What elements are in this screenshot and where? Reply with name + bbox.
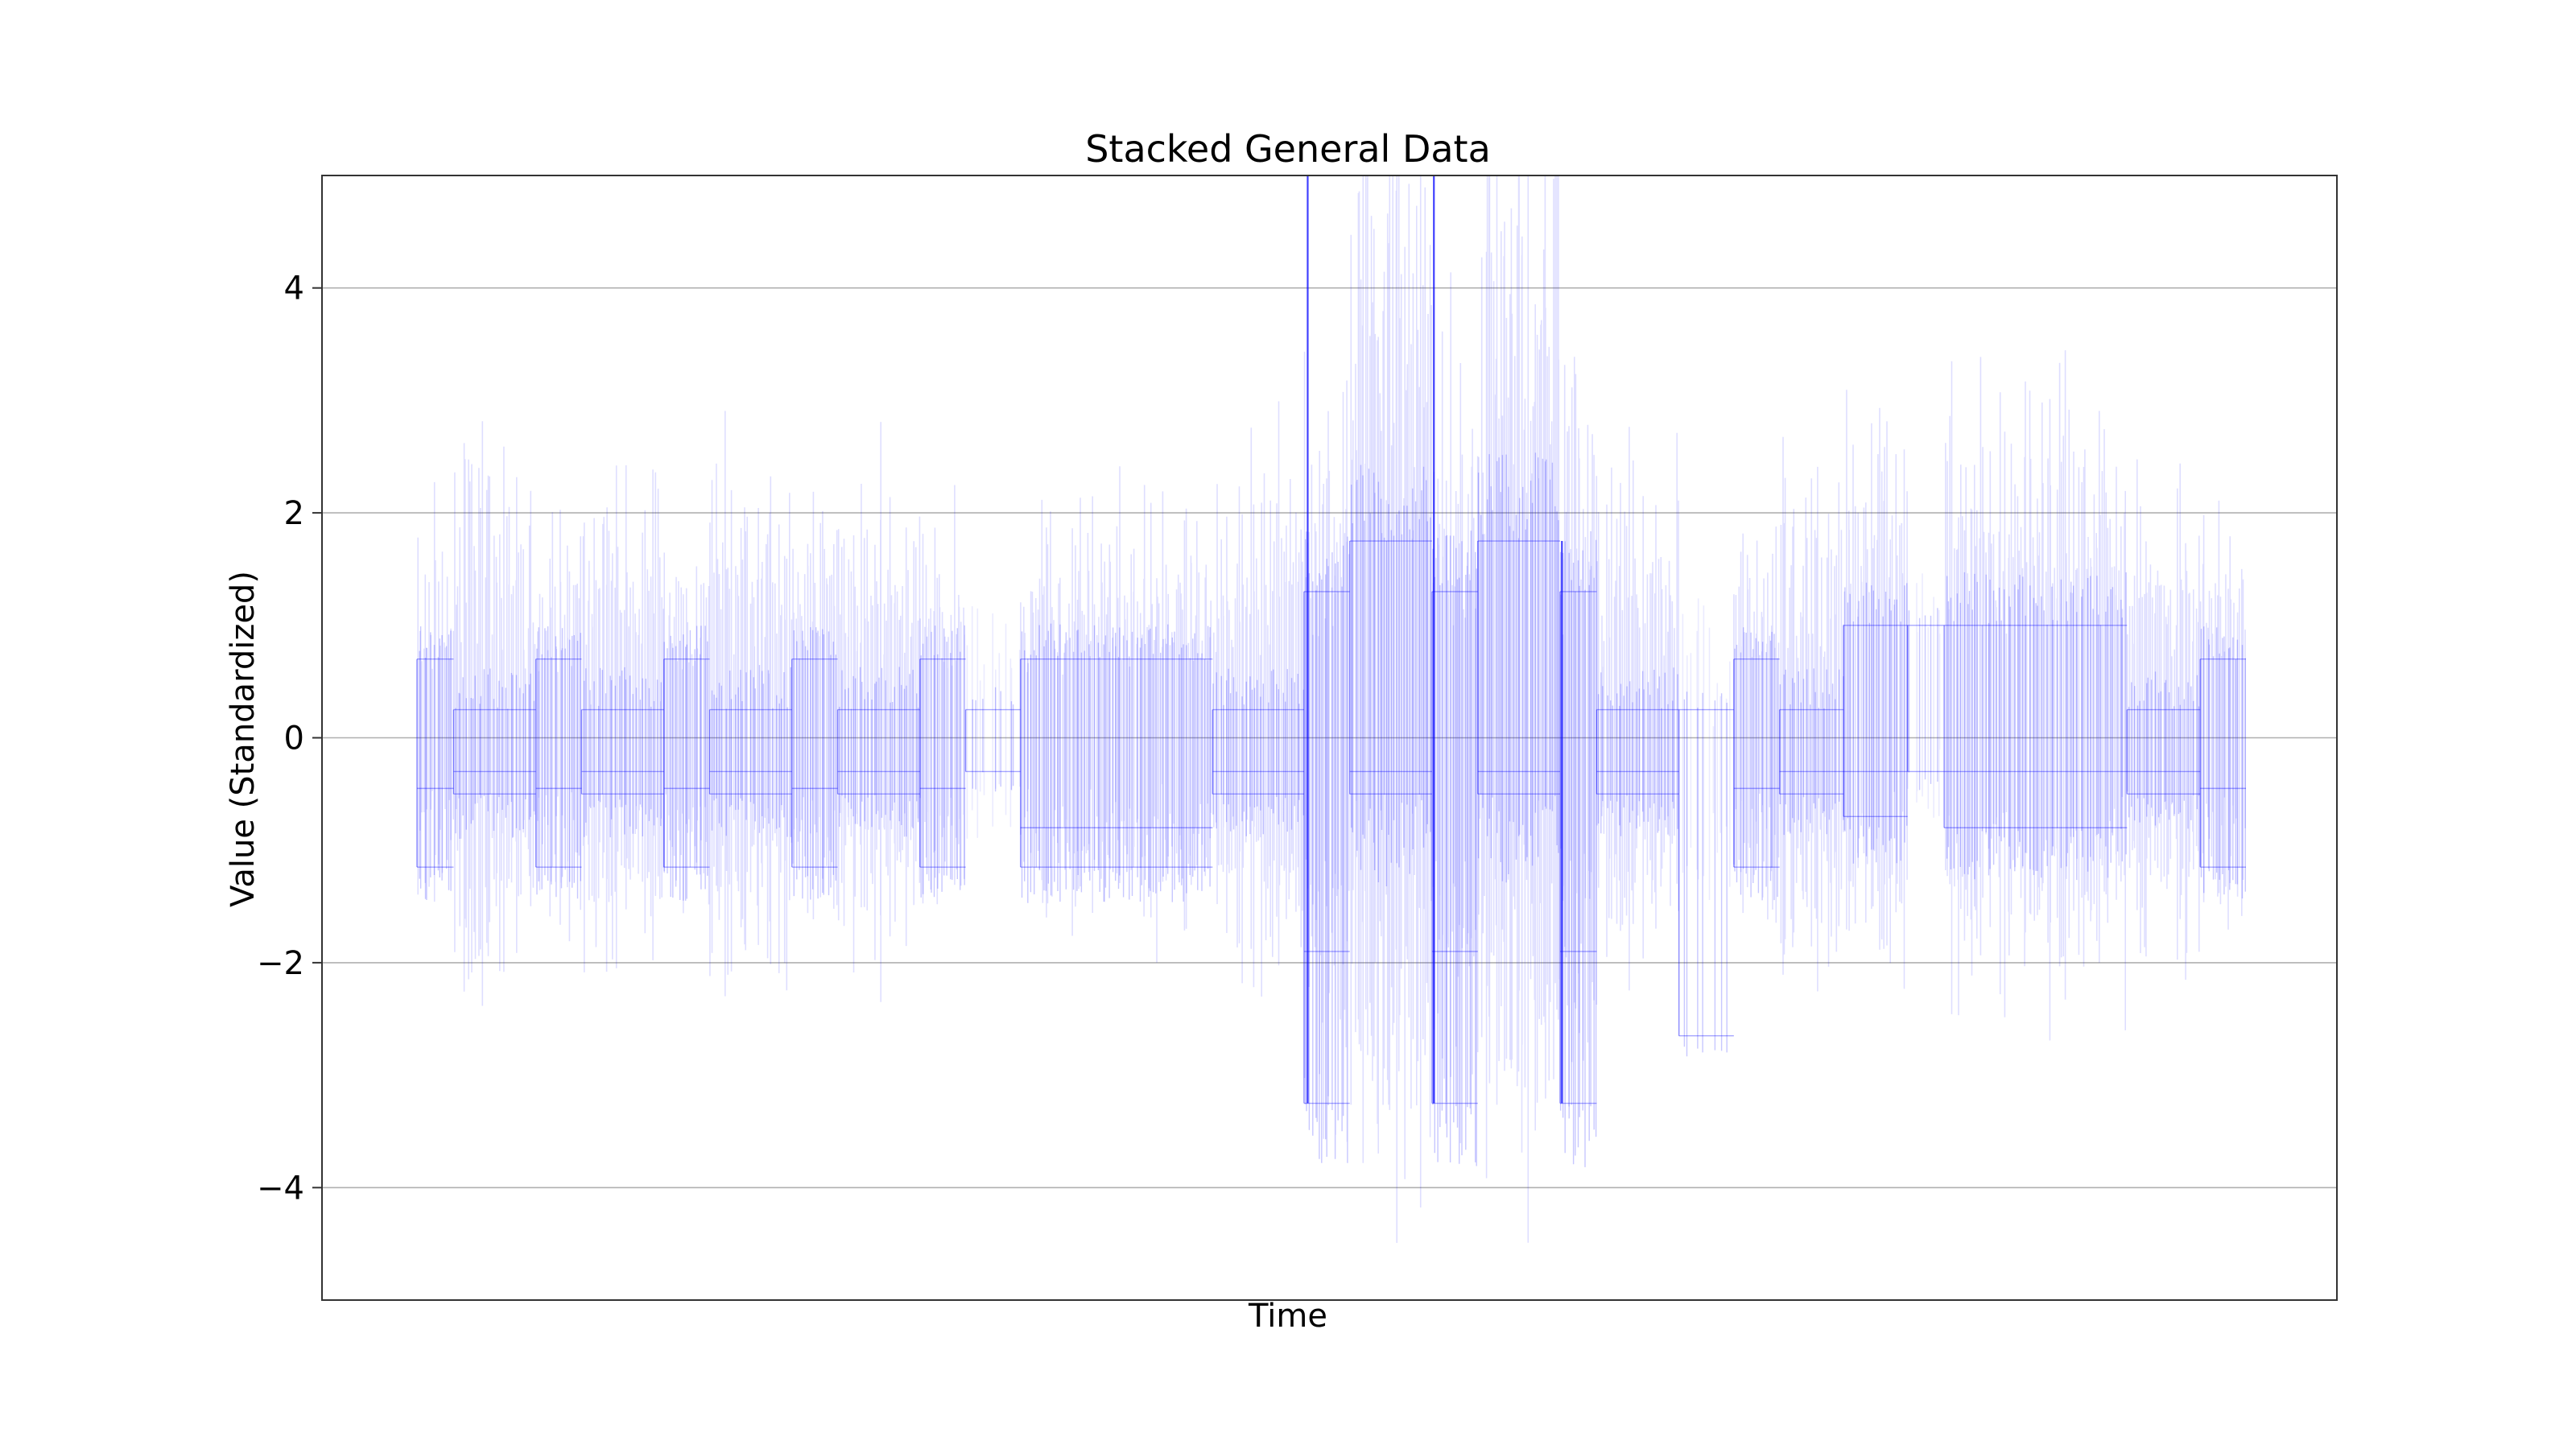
spike-layer [1307, 175, 1563, 1104]
series-segment [919, 485, 966, 905]
data-layer [416, 175, 2246, 1243]
oscillation-strokes [417, 481, 454, 902]
core-strokes [1734, 627, 1778, 901]
series-segment [1943, 350, 2128, 1041]
x-axis-label: Time [1249, 1298, 1327, 1335]
y-tick-label: 0 [284, 720, 304, 758]
core-strokes [920, 625, 965, 898]
oscillation-strokes [663, 552, 710, 914]
core-strokes [2128, 671, 2200, 829]
series-segment [1596, 427, 1679, 991]
oscillation-strokes [1780, 436, 1844, 992]
series-segment [1020, 466, 1213, 963]
oscillation-strokes [2199, 500, 2246, 930]
core-strokes [584, 667, 662, 838]
series-segment [1778, 436, 1844, 992]
series-segment [1559, 357, 1598, 1167]
y-tick-label: −4 [257, 1170, 304, 1207]
core-strokes [1351, 464, 1431, 886]
oscillation-strokes [1843, 390, 1908, 989]
series-segment [1843, 390, 1908, 989]
core-strokes [1779, 668, 1844, 836]
series-segment [663, 552, 710, 914]
core-strokes [1477, 452, 1559, 883]
core-strokes [1908, 608, 1938, 791]
core-strokes [1597, 667, 1678, 836]
core-strokes [1559, 530, 1597, 1167]
oscillation-strokes [2126, 459, 2200, 980]
core-strokes [419, 626, 452, 900]
core-strokes [839, 667, 919, 837]
oscillation-strokes [454, 421, 536, 1006]
core-strokes [1021, 623, 1211, 903]
oscillation-strokes [792, 491, 838, 919]
y-tick-label: 2 [284, 495, 304, 532]
oscillation-strokes [919, 485, 965, 905]
core-strokes [1946, 572, 2127, 881]
oscillation-strokes [1020, 466, 1212, 963]
series-segment [1733, 526, 1780, 923]
oscillation-strokes [537, 510, 581, 942]
oscillation-strokes [709, 411, 793, 997]
grid-layer [322, 287, 2337, 1189]
core-strokes [1305, 531, 1348, 1163]
core-strokes [972, 687, 1014, 792]
series-segment [1906, 573, 1945, 818]
oscillation-strokes [1213, 401, 1303, 997]
series-segment [1212, 401, 1305, 997]
oscillation-strokes [1350, 175, 1432, 1243]
oscillation-strokes [1596, 427, 1679, 991]
oscillation-strokes [1733, 526, 1780, 923]
series-segment [2126, 459, 2201, 980]
core-strokes [1212, 668, 1305, 836]
core-strokes [1844, 582, 1908, 864]
oscillation-strokes [582, 465, 664, 972]
series-segment [836, 422, 921, 1002]
series-segment [708, 411, 793, 997]
chart-title: Stacked General Data [1085, 127, 1491, 171]
core-strokes [711, 665, 791, 837]
series-segment [535, 510, 582, 942]
y-tick-label: −2 [257, 945, 304, 982]
core-strokes [455, 668, 535, 839]
oscillation-strokes [1478, 175, 1560, 1243]
core-strokes [536, 626, 581, 899]
core-strokes [663, 625, 708, 901]
series-segment [2199, 500, 2246, 930]
oscillation-strokes [837, 422, 921, 1002]
oscillation-strokes [1945, 350, 2126, 1041]
y-axis-ticks: 4 2 0 −2 −4 [257, 270, 322, 1207]
series-segment [416, 481, 454, 902]
y-axis-label: Value (Standardized) [225, 571, 262, 907]
series-segment [791, 491, 838, 919]
series-segment [1349, 175, 1432, 1243]
oscillation-strokes [1682, 598, 1731, 900]
series-segment [1477, 175, 1560, 1243]
series-segment [964, 606, 1021, 839]
oscillation-strokes [1303, 351, 1350, 1139]
core-strokes [1432, 530, 1477, 1166]
series-segment [580, 465, 664, 972]
y-tick-label: 4 [284, 270, 304, 308]
oscillation-strokes [1907, 573, 1941, 818]
series-segment [1678, 598, 1734, 1057]
series-segment [452, 421, 536, 1006]
series-segment [1431, 272, 1479, 1166]
core-strokes [793, 627, 836, 900]
oscillation-strokes [966, 606, 1021, 839]
series-segment [1303, 351, 1350, 1163]
core-strokes [1683, 691, 1728, 1057]
oscillation-strokes [1560, 357, 1598, 1107]
core-strokes [2200, 626, 2246, 899]
